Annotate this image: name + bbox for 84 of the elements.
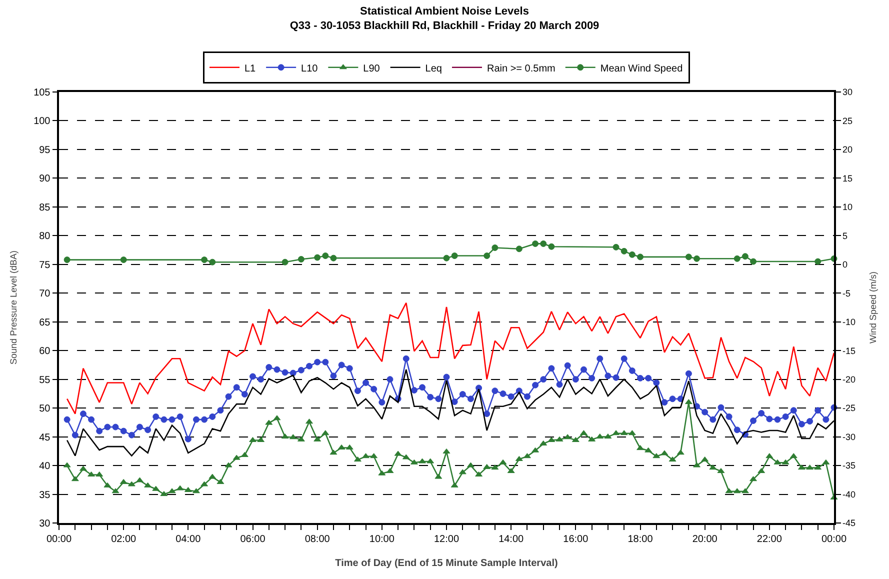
y-tick-label: 70 xyxy=(39,288,51,300)
x-tick-label: 00:00 xyxy=(46,534,72,545)
point xyxy=(443,254,450,262)
y-tick-label: 90 xyxy=(39,174,51,185)
y-tick-label: 60 xyxy=(39,346,51,358)
y2-tick-label: -5 xyxy=(842,288,851,298)
point xyxy=(516,246,522,252)
y2-tick-label: -20 xyxy=(842,374,856,384)
point xyxy=(742,253,748,260)
point xyxy=(330,254,337,262)
x-tick-label: 10:00 xyxy=(369,534,395,545)
point xyxy=(628,251,636,258)
point xyxy=(814,258,822,265)
point xyxy=(451,252,458,260)
y-tick-label: 105 xyxy=(34,88,51,98)
y-tick-label: 50 xyxy=(39,404,51,415)
y2-tick-label: -40 xyxy=(842,489,856,500)
y2-tick-label: 15 xyxy=(842,173,853,184)
y2-tick-label: -15 xyxy=(842,346,856,356)
chart-title: Statistical Ambient Noise Levels xyxy=(360,5,529,18)
point xyxy=(298,256,304,262)
point xyxy=(734,255,740,262)
x-tick-label: 04:00 xyxy=(176,534,202,545)
y-tick-label: 40 xyxy=(39,461,51,472)
legend-label: Mean Wind Speed xyxy=(600,63,683,74)
y-tick-label: 100 xyxy=(34,116,51,128)
x-axis-title: Time of Day (End of 15 Minute Sample Interval) xyxy=(335,558,558,569)
point xyxy=(120,256,127,264)
y2-tick-label: 30 xyxy=(842,87,853,98)
point xyxy=(540,240,547,247)
y-tick-label: 35 xyxy=(39,490,51,501)
legend-label: Rain >= 0.5mm xyxy=(486,63,556,74)
y-tick-label: 45 xyxy=(39,432,51,444)
x-tick-label: 00:00 xyxy=(821,534,847,545)
x-tick-label: 02:00 xyxy=(111,534,137,545)
y-tick-label: 95 xyxy=(39,144,51,156)
point xyxy=(750,258,757,265)
chart-subtitle: Q33 - 30-1053 Blackhill Rd, Blackhill - Friday 20 March 2009 xyxy=(290,20,600,32)
legend-label: L90 xyxy=(363,63,380,74)
point xyxy=(492,244,498,251)
x-tick-label: 18:00 xyxy=(628,534,654,545)
x-tick-label: 06:00 xyxy=(240,534,266,545)
legend-label: Leq xyxy=(425,63,442,74)
x-tick-label: 20:00 xyxy=(692,534,718,545)
x-tick-label: 22:00 xyxy=(756,534,782,545)
y2-tick-label: -10 xyxy=(842,317,856,328)
y-axis-title: Sound Pressure Level (dBA) xyxy=(8,250,18,365)
y-tick-label: 55 xyxy=(39,374,51,386)
point xyxy=(532,240,539,247)
y-tick-label: 75 xyxy=(39,260,51,271)
legend-label: L1 xyxy=(244,63,256,74)
y-tick-label: 80 xyxy=(39,231,51,242)
y-tick-label: 85 xyxy=(39,202,51,214)
y2-tick-label: -25 xyxy=(842,403,856,414)
point xyxy=(64,256,70,264)
x-tick-label: 14:00 xyxy=(498,534,524,545)
point xyxy=(484,252,490,260)
y2-axis-title: Wind Speed (m/s) xyxy=(868,271,878,344)
y2-tick-label: -30 xyxy=(842,432,856,442)
point xyxy=(620,248,628,254)
point xyxy=(209,258,216,266)
y2-tick-label: 5 xyxy=(842,230,848,241)
point xyxy=(612,244,620,250)
y-tick-label: 30 xyxy=(39,518,51,530)
point xyxy=(282,258,288,266)
point xyxy=(201,256,208,264)
y2-tick-label: 20 xyxy=(842,144,853,155)
x-tick-label: 08:00 xyxy=(304,534,330,545)
line-series xyxy=(66,302,834,414)
y-tick-label: 65 xyxy=(39,317,51,328)
y2-tick-label: 10 xyxy=(842,202,853,212)
legend-label: L10 xyxy=(301,63,318,74)
y2-tick-label: -45 xyxy=(842,518,856,528)
point xyxy=(314,254,321,261)
y2-tick-label: 0 xyxy=(842,260,848,270)
y2-tick-label: -35 xyxy=(842,460,856,471)
point xyxy=(685,254,692,260)
x-tick-label: 16:00 xyxy=(563,534,589,545)
point xyxy=(637,254,644,260)
x-tick-label: 12:00 xyxy=(434,534,460,545)
point xyxy=(548,243,555,250)
point xyxy=(694,255,700,262)
y2-tick-label: 25 xyxy=(842,116,853,126)
point xyxy=(322,252,329,260)
